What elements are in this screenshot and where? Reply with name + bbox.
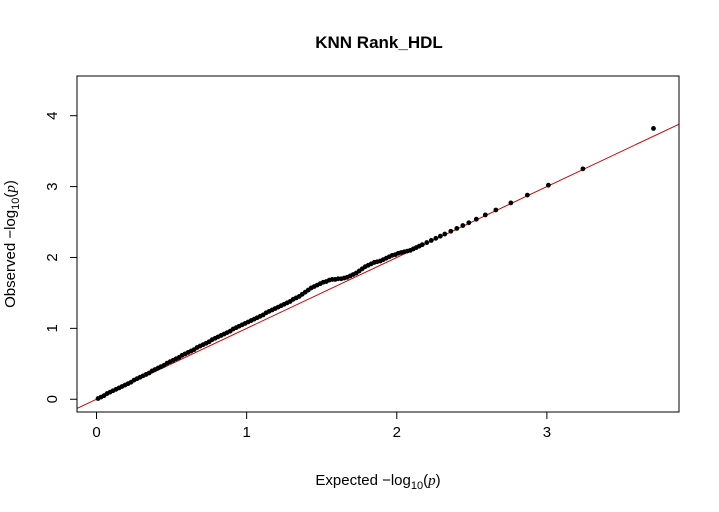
y-axis-label-var: p <box>3 185 19 194</box>
y-axis-label-open: ( <box>2 193 19 198</box>
data-point <box>651 126 656 131</box>
x-axis-label-prefix: Expected −log <box>315 472 411 489</box>
data-point <box>524 192 530 198</box>
data-point <box>580 166 586 172</box>
y-axis-label-close: ) <box>2 180 19 185</box>
data-point <box>493 207 499 213</box>
y-tick-label: 2 <box>44 253 61 261</box>
y-tick-label: 3 <box>44 182 61 190</box>
y-tick-label: 1 <box>44 324 61 332</box>
data-point <box>454 226 460 231</box>
x-tick-label: 1 <box>242 424 250 441</box>
data-point <box>460 223 466 228</box>
x-tick-label: 0 <box>92 424 100 441</box>
data-point <box>466 220 472 226</box>
data-point <box>545 182 551 188</box>
x-axis-label: Expected −log10(p) <box>315 472 440 492</box>
data-point <box>419 242 425 248</box>
data-point <box>424 240 430 245</box>
data-point <box>428 238 434 243</box>
x-axis-label-open: ( <box>423 472 428 489</box>
reference-line-layer <box>77 123 679 409</box>
y-axis-label: Observed −log10(p) <box>2 180 22 308</box>
data-point <box>448 228 454 234</box>
x-axis-label-var: p <box>427 473 436 489</box>
x-axis: 0 1 2 3 <box>92 411 551 441</box>
data-points <box>95 126 656 401</box>
data-point <box>473 216 479 222</box>
data-point <box>433 235 439 241</box>
x-tick-label: 3 <box>543 424 551 441</box>
x-axis-label-subscript: 10 <box>411 480 423 492</box>
y-tick-label: 4 <box>44 112 61 120</box>
x-tick-label: 2 <box>393 424 401 441</box>
data-point <box>482 212 488 218</box>
y-axis: 0 1 2 3 4 <box>44 112 78 403</box>
y-axis-label-prefix: Observed −log <box>2 210 19 308</box>
y-axis-label-subscript: 10 <box>10 198 22 210</box>
chart-title: KNN Rank_HDL <box>315 33 443 52</box>
x-axis-label-close: ) <box>436 472 441 489</box>
reference-line <box>77 123 679 409</box>
data-point <box>442 231 448 237</box>
data-point <box>508 200 514 206</box>
y-tick-label: 0 <box>44 395 61 403</box>
data-point <box>437 233 443 239</box>
